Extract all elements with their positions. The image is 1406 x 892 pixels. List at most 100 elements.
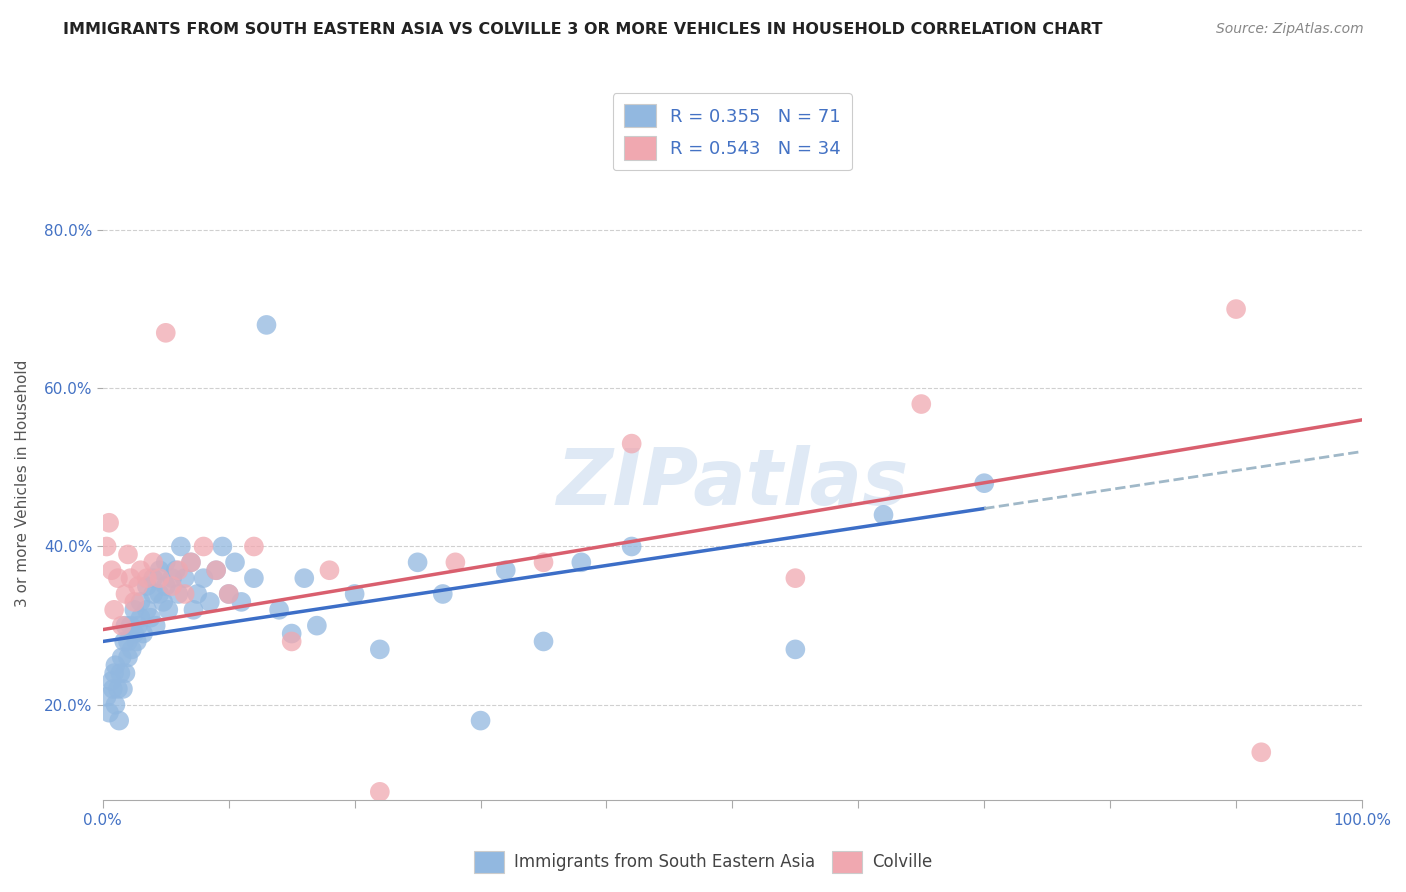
Point [135, 603, 157, 617]
Text: Source: ZipAtlas.com: Source: ZipAtlas.com [1216, 22, 1364, 37]
Point [305, 618, 328, 632]
Point [292, 571, 315, 585]
Point [167, 563, 190, 577]
Point [121, 642, 143, 657]
Point [100, 673, 122, 688]
Point [124, 595, 146, 609]
Point [186, 587, 208, 601]
Point [155, 579, 177, 593]
Point [231, 595, 253, 609]
Point [112, 634, 135, 648]
Point [124, 626, 146, 640]
Point [533, 634, 555, 648]
Point [127, 579, 149, 593]
Point [117, 650, 139, 665]
Point [432, 587, 454, 601]
Point [124, 603, 146, 617]
Point [1250, 745, 1272, 759]
Point [120, 571, 142, 585]
Point [218, 587, 240, 601]
Point [243, 540, 266, 554]
Point [110, 666, 132, 681]
Point [142, 555, 165, 569]
Point [139, 611, 162, 625]
Point [280, 634, 302, 648]
Point [280, 626, 302, 640]
Point [406, 555, 429, 569]
Point [872, 508, 894, 522]
Point [218, 587, 240, 601]
Point [620, 540, 643, 554]
Point [98, 516, 121, 530]
Point [107, 681, 129, 696]
Point [104, 658, 127, 673]
Point [973, 476, 995, 491]
Point [910, 397, 932, 411]
Point [125, 634, 148, 648]
Point [167, 587, 190, 601]
Point [470, 714, 492, 728]
Point [205, 563, 228, 577]
Point [117, 548, 139, 562]
Point [198, 595, 221, 609]
Point [368, 785, 391, 799]
Point [444, 555, 467, 569]
Point [100, 563, 122, 577]
Point [155, 555, 177, 569]
Point [160, 579, 183, 593]
Point [160, 571, 183, 585]
Point [108, 714, 131, 728]
Point [111, 650, 134, 665]
Legend: R = 0.355   N = 71, R = 0.543   N = 34: R = 0.355 N = 71, R = 0.543 N = 34 [613, 94, 852, 170]
Point [224, 555, 246, 569]
Point [183, 603, 205, 617]
Point [205, 563, 228, 577]
Point [114, 587, 136, 601]
Point [180, 555, 202, 569]
Point [318, 563, 340, 577]
Point [96, 540, 118, 554]
Point [129, 595, 152, 609]
Point [132, 626, 155, 640]
Point [170, 540, 193, 554]
Point [120, 618, 142, 632]
Point [211, 540, 233, 554]
Point [785, 571, 807, 585]
Point [129, 563, 152, 577]
Point [193, 540, 215, 554]
Point [98, 706, 121, 720]
Point [103, 603, 125, 617]
Point [193, 571, 215, 585]
Point [104, 698, 127, 712]
Point [145, 618, 167, 632]
Point [142, 587, 165, 601]
Point [114, 618, 136, 632]
Point [111, 618, 134, 632]
Point [256, 318, 278, 332]
Point [173, 587, 195, 601]
Text: IMMIGRANTS FROM SOUTH EASTERN ASIA VS COLVILLE 3 OR MORE VEHICLES IN HOUSEHOLD C: IMMIGRANTS FROM SOUTH EASTERN ASIA VS CO… [63, 22, 1102, 37]
Point [269, 603, 291, 617]
Point [152, 595, 174, 609]
Point [368, 642, 391, 657]
Point [129, 611, 152, 625]
Point [148, 587, 170, 601]
Point [343, 587, 366, 601]
Point [148, 563, 170, 577]
Point [155, 326, 177, 340]
Point [569, 555, 592, 569]
Point [101, 681, 124, 696]
Point [114, 666, 136, 681]
Legend: Immigrants from South Eastern Asia, Colville: Immigrants from South Eastern Asia, Colv… [467, 845, 939, 880]
Text: ZIPatlas: ZIPatlas [557, 445, 908, 521]
Point [620, 436, 643, 450]
Point [180, 555, 202, 569]
Point [111, 681, 134, 696]
Point [495, 563, 517, 577]
Point [142, 571, 165, 585]
Point [127, 618, 149, 632]
Point [148, 571, 170, 585]
Point [243, 571, 266, 585]
Point [135, 579, 157, 593]
Point [157, 603, 180, 617]
